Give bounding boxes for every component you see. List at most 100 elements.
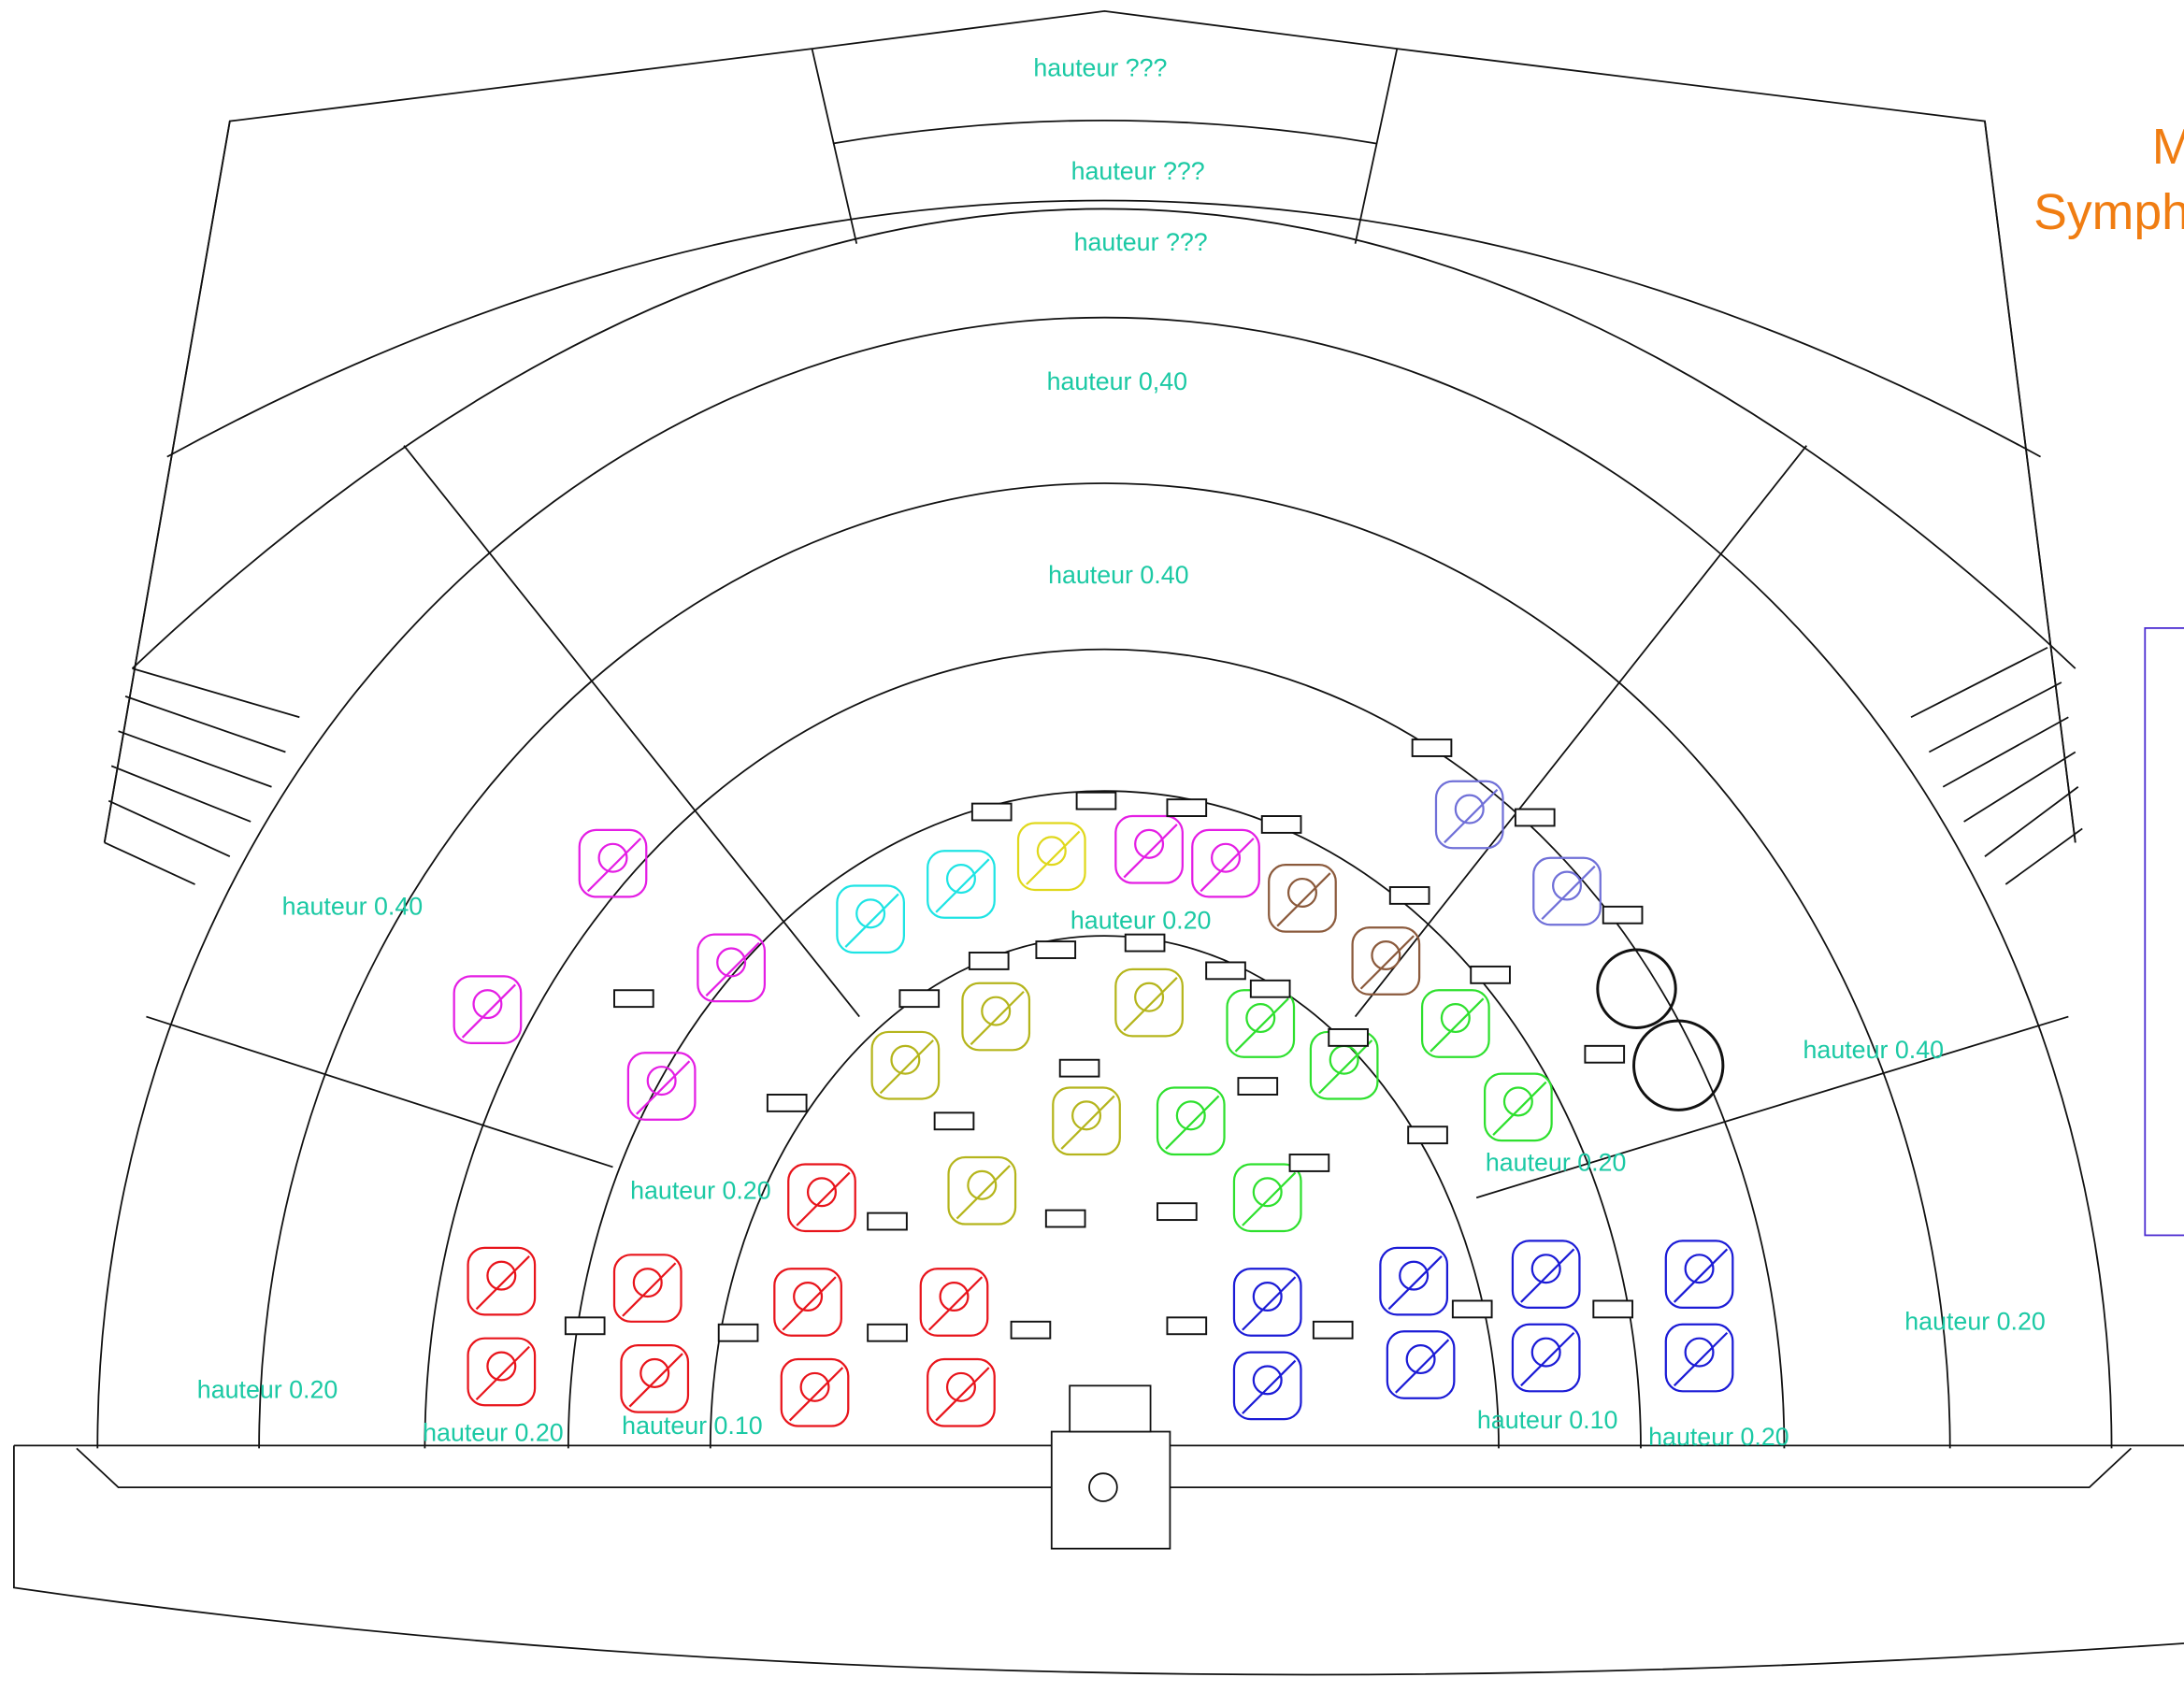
instrument: [461, 983, 517, 1039]
title-line: M: [2152, 119, 2184, 175]
chair: [1532, 856, 1602, 926]
musician: [1268, 864, 1337, 933]
height-label: hauteur 0.20: [1070, 906, 1211, 934]
musician: [1114, 968, 1184, 1038]
height-label: hauteur 0.20: [1904, 1307, 2045, 1335]
instrument: [1520, 1331, 1575, 1387]
musician: [578, 828, 648, 898]
musician: [1351, 926, 1421, 996]
musician: [1484, 1072, 1553, 1142]
musician: [620, 1344, 690, 1413]
height-label: hauteur 0.20: [630, 1176, 770, 1204]
instrument: [1673, 1331, 1729, 1387]
music-stand: [1602, 905, 1644, 925]
music-stand: [1205, 961, 1246, 981]
head: [967, 1169, 998, 1200]
music-stand: [1470, 965, 1511, 984]
music-stand: [1328, 1027, 1369, 1047]
head: [1286, 877, 1317, 908]
chair: [919, 1268, 989, 1337]
head: [806, 1177, 837, 1208]
chair: [1226, 989, 1296, 1058]
musician: [1016, 822, 1086, 892]
head: [1684, 1254, 1715, 1284]
head: [1502, 1086, 1533, 1117]
music-stand: [1260, 815, 1302, 834]
height-label: hauteur 0.20: [423, 1419, 563, 1447]
height-label: hauteur 0.20: [197, 1375, 338, 1403]
instrument: [1165, 1095, 1220, 1150]
instrument: [705, 941, 760, 996]
instrument: [927, 1276, 984, 1331]
head: [1530, 1254, 1561, 1284]
musician: [1379, 1246, 1449, 1316]
chair: [1114, 968, 1184, 1038]
height-label: hauteur 0.40: [1048, 561, 1188, 589]
instrument: [1387, 1255, 1443, 1311]
instrument: [1394, 1339, 1450, 1394]
head: [646, 1066, 677, 1097]
music-stand: [1124, 933, 1166, 953]
music-stand: [1035, 940, 1077, 959]
instrument: [1234, 997, 1289, 1053]
instrument: [1276, 872, 1331, 927]
music-stand: [1514, 808, 1556, 827]
musician: [919, 1268, 989, 1337]
height-label: hauteur 0,40: [1047, 367, 1187, 395]
instrument: [935, 1367, 990, 1422]
chair: [1052, 1086, 1121, 1156]
instrument: [1242, 1276, 1297, 1331]
head: [1552, 870, 1583, 901]
musician: [1232, 1351, 1302, 1421]
instrument: [636, 1060, 691, 1115]
chair: [836, 884, 905, 954]
music-stand: [1157, 1202, 1198, 1222]
musician: [1052, 1086, 1121, 1156]
chair: [947, 1155, 1017, 1226]
instrument: [1242, 1171, 1297, 1226]
head: [1371, 939, 1401, 971]
musician: [612, 1254, 682, 1323]
music-stand: [717, 1323, 759, 1342]
chair: [1351, 926, 1421, 996]
head: [799, 1371, 830, 1402]
head: [793, 1281, 824, 1312]
music-stand: [1237, 1077, 1279, 1096]
musician: [961, 982, 1031, 1052]
height-label: hauteur 0.20: [1648, 1423, 1789, 1451]
music-stand: [898, 989, 941, 1009]
music-stand: [1075, 791, 1117, 810]
head: [1134, 828, 1165, 859]
title: M Symph: [2033, 119, 2184, 240]
height-label: hauteur 0.10: [622, 1412, 762, 1440]
head: [1175, 1100, 1206, 1131]
musician: [1664, 1240, 1734, 1310]
chair: [1016, 822, 1086, 892]
chair: [612, 1254, 682, 1323]
drum: [1632, 1019, 1725, 1111]
chair: [1511, 1240, 1581, 1310]
head: [1440, 1003, 1471, 1034]
head: [855, 898, 886, 929]
chair: [626, 1052, 697, 1121]
musician: [467, 1246, 537, 1316]
musician: [1664, 1323, 1734, 1393]
music-stand: [1166, 1316, 1208, 1336]
music-stand: [1058, 1058, 1100, 1078]
chair: [1268, 864, 1337, 933]
chair: [1434, 780, 1504, 850]
music-stand: [968, 952, 1010, 970]
musician: [947, 1155, 1017, 1226]
head: [1399, 1260, 1430, 1291]
instrument: [1673, 1248, 1729, 1303]
chair: [787, 1163, 856, 1233]
musician: [1386, 1330, 1456, 1399]
musician: [1226, 989, 1296, 1058]
musician: [1532, 856, 1602, 926]
musicians: [453, 738, 1734, 1427]
music-stand: [1388, 886, 1430, 905]
instrument: [628, 1353, 683, 1408]
chair: [578, 828, 648, 898]
instrument: [475, 1345, 530, 1401]
instrument: [622, 1262, 677, 1317]
